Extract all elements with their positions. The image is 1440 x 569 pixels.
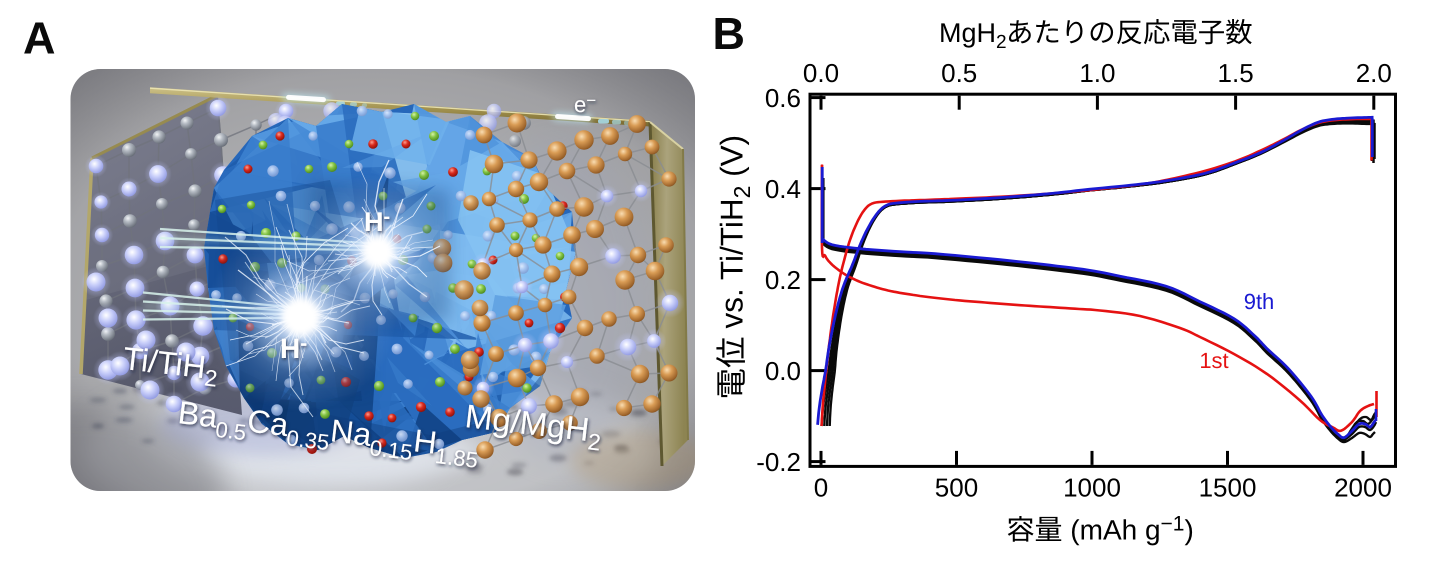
svg-text:2000: 2000	[1334, 473, 1392, 503]
svg-text:1.5: 1.5	[1218, 58, 1254, 88]
svg-text:0.2: 0.2	[765, 265, 801, 295]
svg-text:A: A	[23, 13, 56, 64]
svg-text:0: 0	[814, 473, 828, 503]
svg-text:0.0: 0.0	[765, 356, 801, 386]
svg-text:500: 500	[935, 473, 978, 503]
svg-text:1500: 1500	[1199, 473, 1257, 503]
svg-text:0.5: 0.5	[941, 58, 977, 88]
svg-text:0.0: 0.0	[803, 58, 839, 88]
svg-text:MgH2: MgH2	[939, 18, 1007, 53]
svg-text:-0.2: -0.2	[756, 447, 801, 477]
svg-text:9th: 9th	[1244, 289, 1275, 314]
svg-text:B: B	[713, 8, 746, 59]
svg-text:2.0: 2.0	[1356, 58, 1392, 88]
svg-text:0.6: 0.6	[765, 83, 801, 113]
svg-text:1000: 1000	[1063, 473, 1121, 503]
svg-text:(mAh g−1): (mAh g−1)	[1070, 513, 1194, 546]
svg-text:1st: 1st	[1199, 348, 1228, 373]
svg-text:vs. Ti/TiH2 (V): vs. Ti/TiH2 (V)	[714, 135, 756, 329]
svg-text:0.4: 0.4	[765, 174, 801, 204]
svg-text:1.0: 1.0	[1079, 58, 1115, 88]
